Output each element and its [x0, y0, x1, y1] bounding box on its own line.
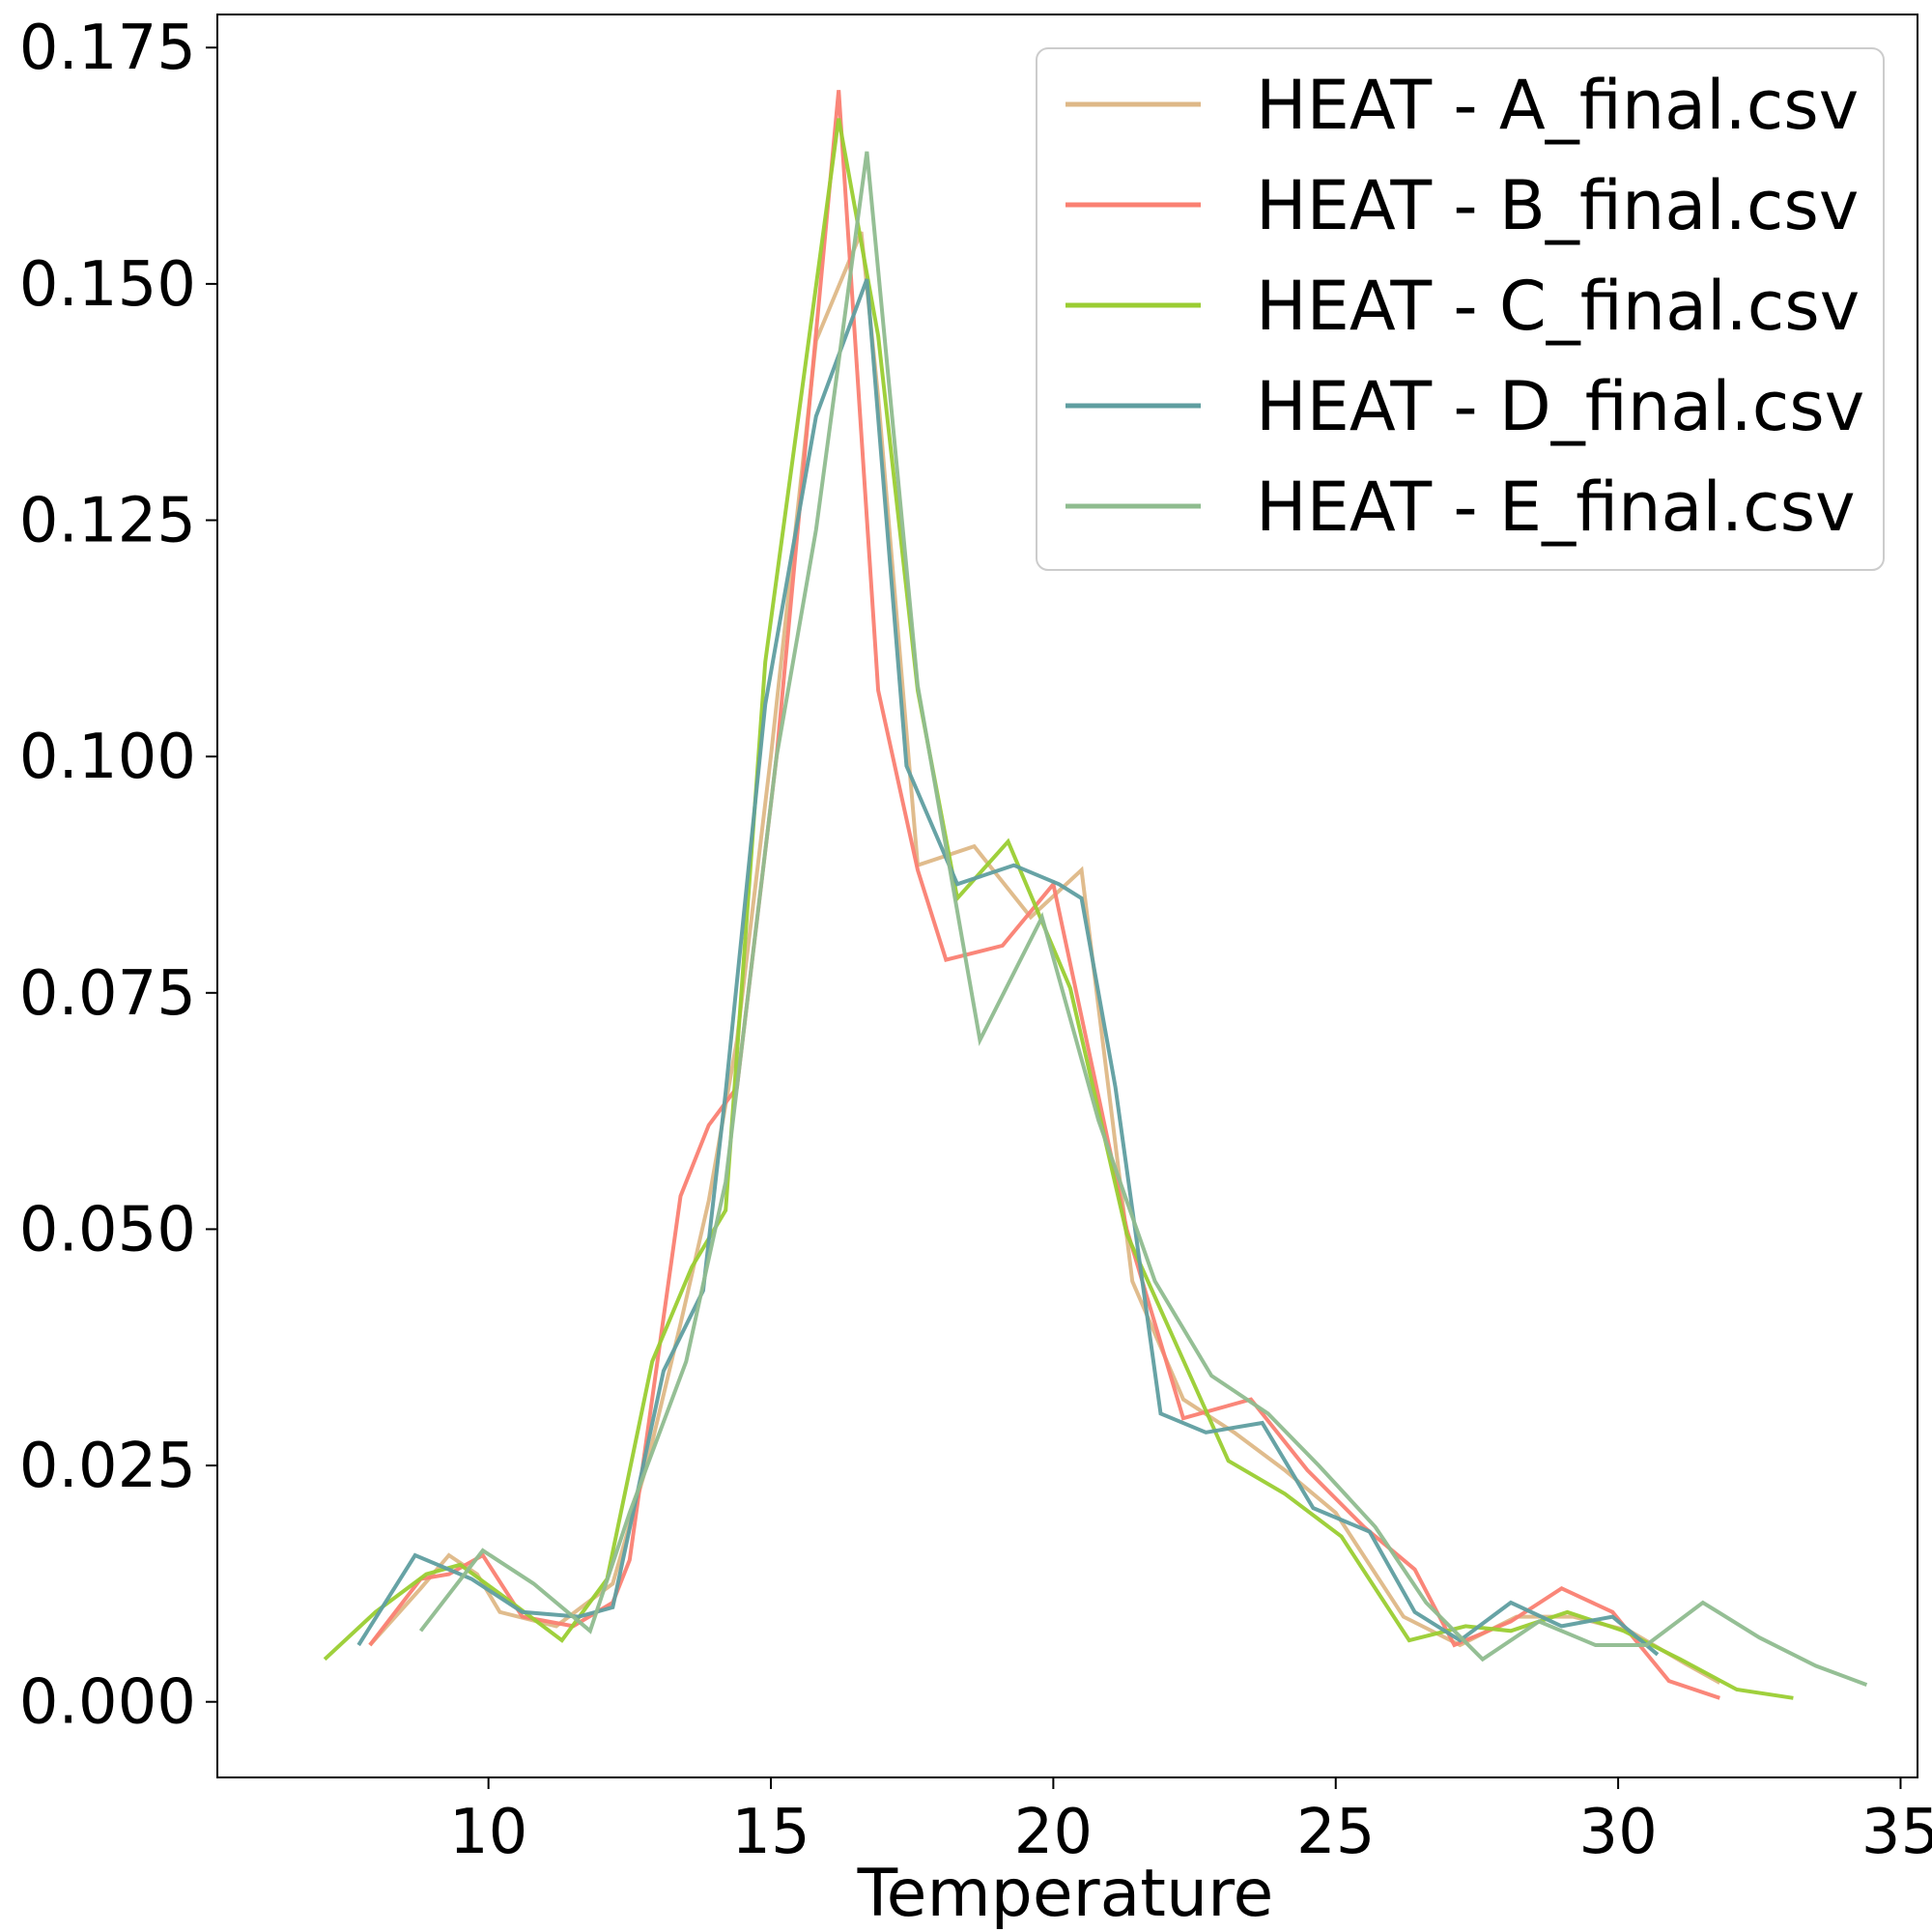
y-tick-label: 0.000: [19, 1667, 196, 1739]
legend-label: HEAT - B_final.csv: [1256, 166, 1859, 245]
plot-frame: [216, 14, 1918, 1778]
series-lines: [323, 90, 1868, 1700]
legend: HEAT - A_final.csv HEAT - B_final.csv HEAT…: [1036, 47, 1885, 571]
y-tick-label: 0.175: [19, 13, 196, 84]
axes: 10 15 20 25 30 35 0.000 0.025 0.050 0.075 0.100 0.1…: [19, 13, 1932, 1868]
series-line-d: [356, 278, 1660, 1657]
x-tick-label: 25: [1296, 1797, 1375, 1868]
series-line-c: [323, 118, 1794, 1700]
y-tick-label: 0.075: [19, 958, 196, 1030]
x-tick-label: 15: [731, 1797, 810, 1868]
y-tick-label: 0.100: [19, 722, 196, 793]
x-tick-label: 10: [449, 1797, 527, 1868]
y-tick-label: 0.025: [19, 1431, 196, 1502]
y-tick-label: 0.125: [19, 486, 196, 557]
legend-label: HEAT - C_final.csv: [1256, 267, 1860, 346]
legend-label: HEAT - D_final.csv: [1256, 367, 1864, 446]
y-tick-label: 0.050: [19, 1194, 196, 1265]
series-line-e: [418, 151, 1868, 1687]
legend-label: HEAT - A_final.csv: [1256, 66, 1859, 145]
x-axis-title: Temperature: [857, 1856, 1274, 1932]
legend-label: HEAT - E_final.csv: [1256, 468, 1856, 547]
x-tick-label: 20: [1014, 1797, 1093, 1868]
x-tick-label: 35: [1861, 1797, 1932, 1868]
y-tick-label: 0.150: [19, 249, 196, 321]
legend-box: [1036, 47, 1885, 571]
x-tick-label: 30: [1578, 1797, 1657, 1868]
